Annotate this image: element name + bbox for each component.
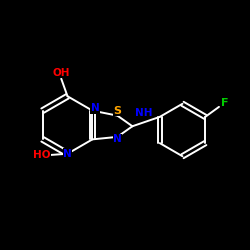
Text: HO: HO — [32, 150, 50, 160]
Text: OH: OH — [52, 68, 70, 78]
Text: NH: NH — [135, 108, 152, 118]
Text: N: N — [63, 149, 72, 159]
Text: S: S — [114, 106, 122, 116]
Text: N: N — [90, 103, 99, 113]
Text: N: N — [113, 134, 122, 144]
Text: F: F — [221, 98, 228, 108]
